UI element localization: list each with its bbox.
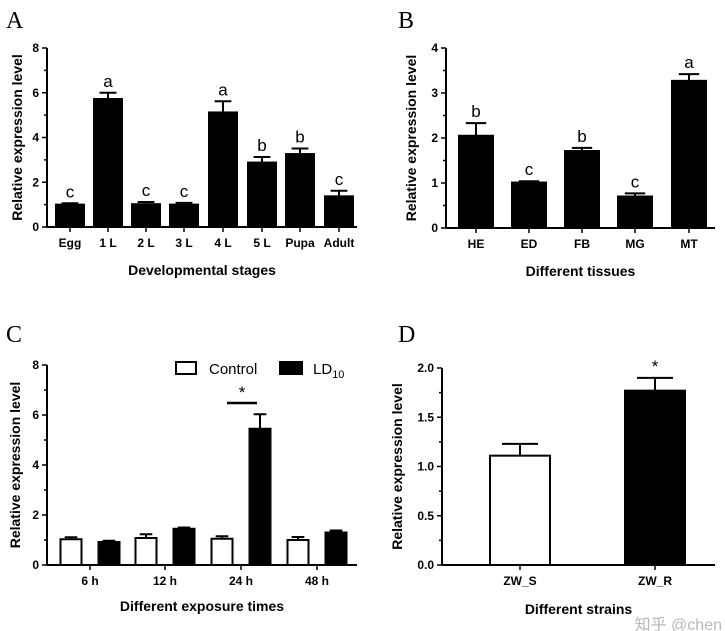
panel-b-y-tick-label: 4 — [431, 41, 438, 55]
panel-a-significance-label: b — [257, 136, 266, 155]
panel-b-significance-label: b — [471, 102, 480, 121]
panel-c-y-tick-label: 2 — [32, 508, 39, 522]
panel-label-c: C — [6, 322, 22, 348]
panel-c-x-tick-label: 12 h — [153, 574, 177, 588]
panel-a-significance-label: a — [103, 72, 113, 91]
panel-b-significance-label: c — [525, 160, 534, 179]
panel-a-bar — [247, 161, 277, 228]
panel-a-significance-label: b — [295, 127, 304, 146]
panel-a-bar — [93, 98, 123, 228]
panel-d-y-tick-label: 2.0 — [417, 361, 434, 375]
panel-a-significance-label: c — [66, 182, 75, 201]
panel-a-x-tick-label: Egg — [59, 236, 82, 250]
panel-c-x-tick-label: 24 h — [229, 574, 253, 588]
panel-b-bar — [564, 150, 600, 229]
panel-b-x-tick-label: MG — [625, 237, 644, 251]
panel-d-x-tick-label: ZW_S — [503, 574, 536, 588]
panel-a-x-tick-label: 3 L — [175, 236, 192, 250]
panel-a-y-tick-label: 4 — [32, 131, 39, 145]
panel-c-y-tick-label: 4 — [32, 458, 39, 472]
panel-d-y-tick-label: 1.0 — [417, 460, 434, 474]
panel-b-bar — [511, 181, 547, 230]
panel-b-x-axis-label: Different tissues — [526, 263, 636, 279]
panel-d-bar — [489, 454, 551, 567]
panel-d-y-tick-label: 0.5 — [417, 509, 434, 523]
panel-b-bar — [458, 134, 494, 229]
panel-a-bar — [285, 153, 315, 228]
panel-b-y-axis-label: Relative expression level — [403, 55, 419, 222]
panel-a-y-tick-label: 6 — [32, 86, 39, 100]
panel-c-bar — [210, 537, 234, 566]
panel-d-x-axis-label: Different strains — [525, 601, 633, 617]
panel-a-x-tick-label: Pupa — [285, 236, 315, 250]
panel-c-y-tick-label: 0 — [32, 558, 39, 572]
panel-b-x-tick-label: MT — [680, 237, 698, 251]
panel-c-x-axis-label: Different exposure times — [120, 598, 284, 614]
panel-b-y-tick-label: 0 — [431, 221, 438, 235]
panel-a-bar — [208, 111, 238, 228]
panel-a-significance-label: c — [335, 170, 344, 189]
panel-d-significance-label: * — [652, 357, 659, 376]
panel-c-y-tick-label: 6 — [32, 408, 39, 422]
panel-a-bar — [169, 203, 199, 228]
panel-c-x-tick-label: 48 h — [305, 574, 329, 588]
panel-c-bar — [286, 539, 310, 566]
panel-a-bar — [55, 203, 85, 228]
panel-c-y-tick-label: 8 — [32, 358, 39, 372]
panel-a-bar — [131, 203, 161, 229]
panel-b-x-tick-label: FB — [574, 237, 590, 251]
panel-b-y-tick-label: 2 — [431, 131, 438, 145]
panel-d-y-tick-label: 1.5 — [417, 410, 434, 424]
panel-a-significance-label: c — [180, 182, 189, 201]
panel-b-x-tick-label: HE — [468, 237, 485, 251]
panel-a-y-tick-label: 8 — [32, 41, 39, 55]
panel-b-significance-label: a — [684, 53, 694, 72]
panel-label-b: B — [398, 8, 414, 34]
panel-label-a: A — [6, 8, 24, 34]
panel-a-x-tick-label: 5 L — [253, 236, 270, 250]
panel-c-significance-label: * — [239, 383, 246, 402]
panel-b-bar — [617, 195, 653, 229]
panel-c-x-tick-label: 6 h — [81, 574, 98, 588]
panel-a-x-axis-label: Developmental stages — [128, 262, 276, 278]
panel-c-bar — [324, 531, 348, 566]
panel-d-y-axis-label: Relative expression level — [389, 383, 405, 550]
panel-a-bar — [324, 195, 354, 229]
panel-c-bar — [134, 537, 158, 566]
panel-a-y-tick-label: 0 — [32, 220, 39, 234]
panel-b-x-tick-label: ED — [521, 237, 538, 251]
panel-c-legend-swatch-ld10 — [279, 361, 303, 375]
panel-b-y-tick-label: 1 — [431, 176, 438, 190]
panel-label-d: D — [398, 322, 415, 348]
panel-c-legend-label-ld10: LD10 — [313, 361, 344, 381]
panel-c-bar — [97, 541, 121, 566]
panel-d-bar — [624, 389, 686, 566]
panel-c-bar — [172, 527, 196, 566]
panel-c-bar — [59, 538, 83, 566]
panel-c-legend-swatch-control — [175, 361, 197, 375]
watermark: 知乎 @chen — [635, 616, 722, 631]
panel-d-y-tick-label: 0.0 — [417, 558, 434, 572]
panel-a-x-tick-label: 2 L — [137, 236, 154, 250]
panel-b-significance-label: b — [577, 127, 586, 146]
panel-c-y-axis-label: Relative expression level — [7, 382, 23, 549]
panel-a-significance-label: a — [218, 80, 228, 99]
legend-subscript: 10 — [332, 369, 344, 381]
panel-a-x-tick-label: Adult — [324, 236, 355, 250]
panel-b-y-tick-label: 3 — [431, 86, 438, 100]
panel-a-y-axis-label: Relative expression level — [9, 54, 25, 221]
panel-b-bar — [671, 79, 707, 229]
panel-a-x-tick-label: 4 L — [214, 236, 231, 250]
panel-b-significance-label: c — [631, 172, 640, 191]
panel-c-bar — [248, 427, 272, 566]
panel-a-significance-label: c — [142, 181, 151, 200]
panel-c-legend-label-control: Control — [209, 361, 257, 378]
panel-a-y-tick-label: 2 — [32, 175, 39, 189]
panel-a-x-tick-label: 1 L — [99, 236, 116, 250]
panel-d-x-tick-label: ZW_R — [638, 574, 672, 588]
